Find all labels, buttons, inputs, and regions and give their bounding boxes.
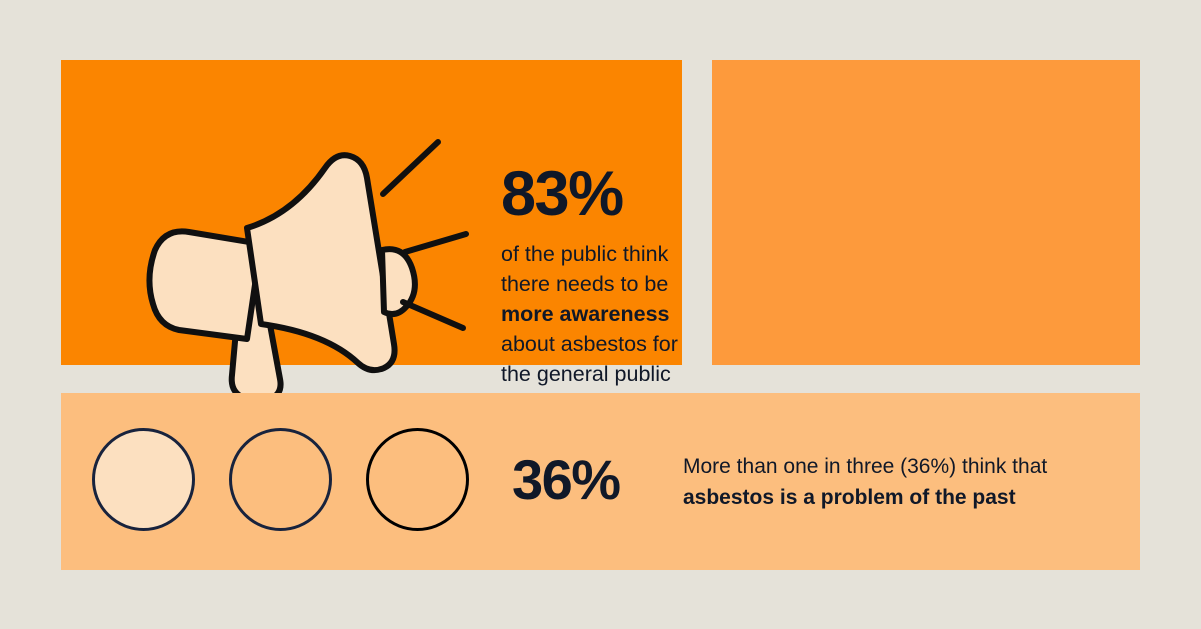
panel-disagree: 58% either disagree or don’t know that a… <box>712 60 1140 365</box>
awareness-caption: of the public think there needs to be mo… <box>501 239 678 389</box>
awareness-line-3: more awareness <box>501 302 670 326</box>
awareness-line-1: of the public think <box>501 242 669 266</box>
awareness-stat-block: 83% of the public think there needs to b… <box>501 163 678 389</box>
past-line-2: asbestos is a problem of the past <box>683 486 1016 509</box>
awareness-line-5: the general public <box>501 362 671 386</box>
sound-rays <box>380 139 469 331</box>
circle-indicator-filled <box>92 428 195 531</box>
awareness-percent: 83% <box>501 159 624 229</box>
circle-indicator-empty-2 <box>366 428 469 531</box>
awareness-line-4: about asbestos for <box>501 332 678 356</box>
past-line-1: More than one in three (36%) think that <box>683 455 1048 478</box>
circle-indicator-empty-1 <box>229 428 332 531</box>
past-caption: More than one in three (36%) think that … <box>683 451 1047 513</box>
megaphone-icon <box>146 139 469 405</box>
panel-awareness: 83% of the public think there needs to b… <box>61 60 682 405</box>
awareness-line-2: there needs to be <box>501 272 669 296</box>
past-percent: 36% <box>512 448 621 511</box>
